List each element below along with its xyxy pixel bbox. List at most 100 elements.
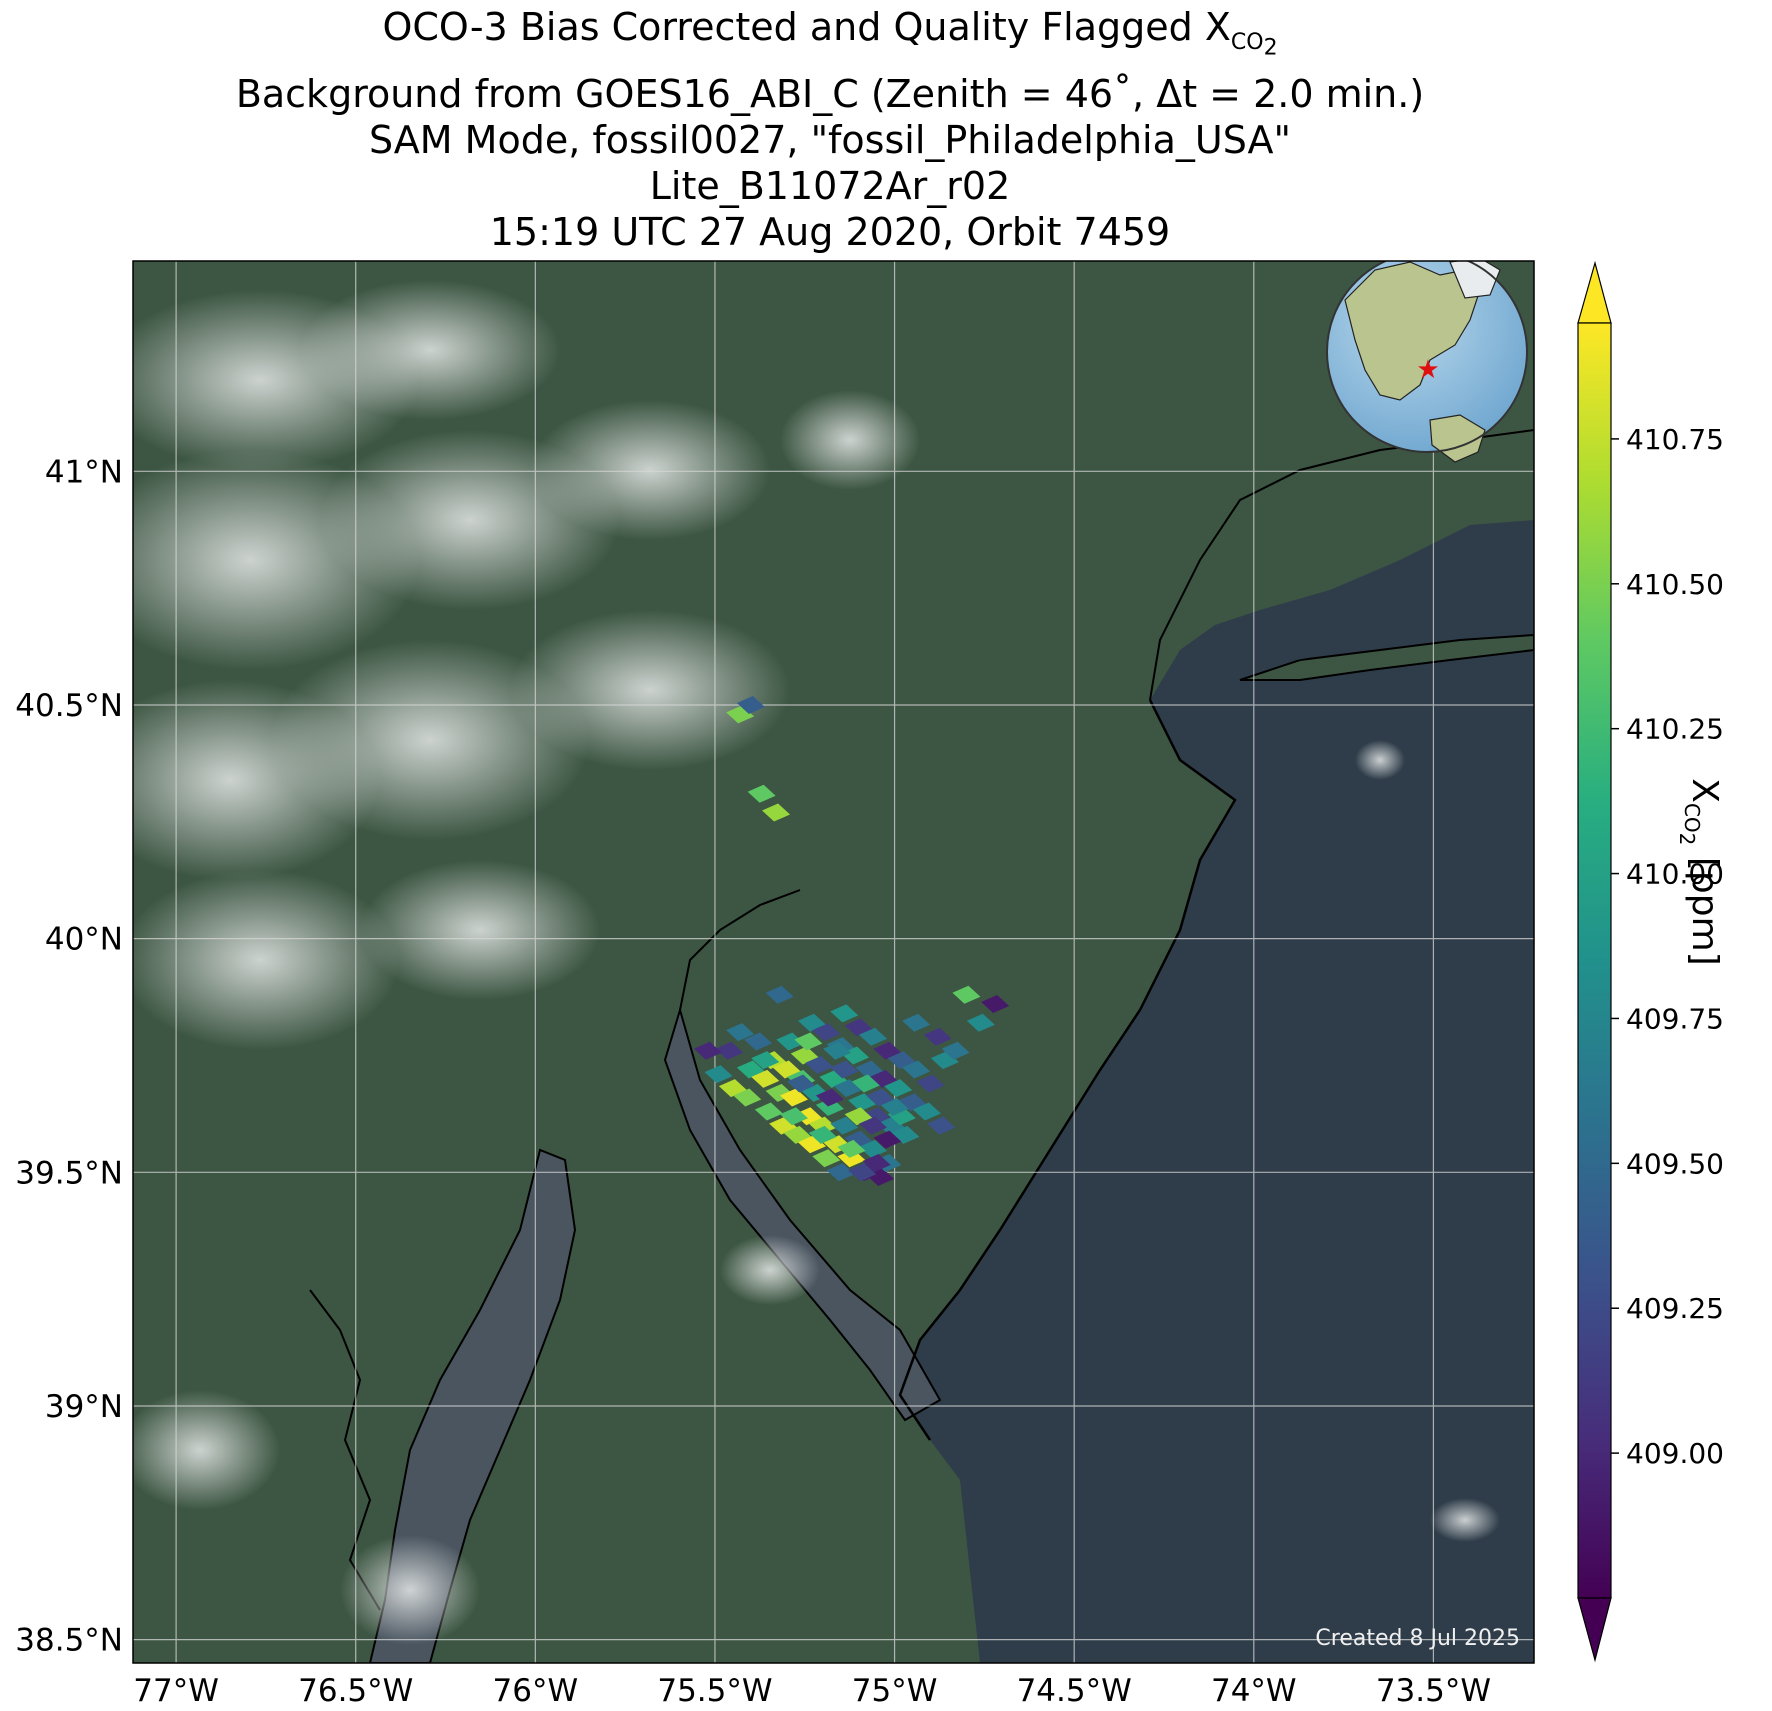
- title-line-5: 15:19 UTC 27 Aug 2020, Orbit 7459: [489, 209, 1171, 254]
- xco2-sounding: [859, 1116, 888, 1135]
- lon-tick-label: 74°W: [1211, 1673, 1297, 1709]
- colorbar-body: [1577, 322, 1612, 1599]
- xco2-sounding: [952, 985, 981, 1004]
- colorbar-tick-label: 410.00: [1626, 858, 1724, 891]
- colorbar-extend-min: [1577, 1597, 1612, 1663]
- xco2-sounding: [812, 1023, 841, 1042]
- xco2-sounding: [848, 1163, 877, 1182]
- xco2-sounding: [851, 1074, 880, 1093]
- xco2-sounding: [726, 705, 755, 724]
- lat-tick-label: 40.5°N: [15, 688, 123, 724]
- title-line-2: Background from GOES16_ABI_C (Zenith = 4…: [235, 71, 1425, 116]
- xco2-sounding: [848, 1093, 877, 1112]
- xco2-sounding: [744, 1032, 773, 1051]
- xco2-sounding: [726, 1023, 755, 1042]
- xco2-sounding: [815, 1097, 844, 1116]
- xco2-sounding: [859, 1139, 888, 1158]
- lon-tick-label: 76.5°W: [298, 1673, 413, 1709]
- xco2-sounding: [733, 1088, 762, 1107]
- xco2-sounding: [833, 1079, 862, 1098]
- xco2-sounding: [715, 1041, 744, 1060]
- xco2-sounding: [859, 1027, 888, 1046]
- xco2-sounding: [815, 1088, 844, 1107]
- colorbar-tick-label: 409.75: [1626, 1002, 1724, 1035]
- lon-tick-label: 73.5°W: [1376, 1673, 1491, 1709]
- xco2-sounding: [736, 695, 765, 714]
- title-line-1: OCO-3 Bias Corrected and Quality Flagged…: [382, 5, 1278, 60]
- lat-tick-label: 40°N: [45, 922, 123, 958]
- xco2-sounding: [751, 1069, 780, 1088]
- cloud-layer: [133, 280, 1500, 1645]
- xco2-sounding: [762, 803, 791, 822]
- xco2-sounding: [927, 1116, 956, 1135]
- xco2-sounding: [776, 1032, 805, 1051]
- xco2-sounding: [797, 1135, 826, 1154]
- title-line-3: SAM Mode, fossil0027, "fossil_Philadelph…: [368, 117, 1292, 162]
- xco2-sounding: [902, 1013, 931, 1032]
- xco2-sounding: [891, 1125, 920, 1144]
- xco2-sounding: [873, 1130, 902, 1149]
- colorbar-label: XCO2 [ppm]: [1674, 778, 1726, 966]
- chesapeake-shore: [309, 1289, 381, 1611]
- xco2-sounding: [862, 1153, 891, 1172]
- lat-tick-label: 38.5°N: [15, 1623, 123, 1659]
- colorbar-tick-label: 409.25: [1626, 1292, 1724, 1325]
- xco2-sounding: [826, 1163, 855, 1182]
- xco2-sounding: [930, 1051, 959, 1070]
- lon-tick-label: 75°W: [852, 1673, 938, 1709]
- atlantic-ocean: [900, 520, 1534, 1663]
- xco2-sounding: [747, 784, 776, 803]
- colorbar-tick-label: 409.50: [1626, 1147, 1724, 1180]
- xco2-sounding: [779, 1088, 808, 1107]
- xco2-sounding: [902, 1060, 931, 1079]
- long-island-sound: [1260, 585, 1534, 665]
- lat-tick-labels: 41°N 40.5°N 40°N 39.5°N 39°N 38.5°N: [15, 454, 123, 1658]
- lon-tick-label: 75.5°W: [657, 1673, 772, 1709]
- xco2-sounding: [884, 1079, 913, 1098]
- colorbar-extend-max: [1577, 260, 1612, 324]
- xco2-sounding: [981, 995, 1010, 1014]
- xco2-sounding: [916, 1074, 945, 1093]
- xco2-sounding: [805, 1055, 834, 1074]
- colorbar-tick-label: 410.50: [1626, 568, 1724, 601]
- xco2-sounding: [923, 1027, 952, 1046]
- xco2-sounding: [812, 1149, 841, 1168]
- xco2-sounding: [693, 1041, 722, 1060]
- lat-tick-label: 39.5°N: [15, 1155, 123, 1191]
- xco2-sounding: [966, 1013, 995, 1032]
- nj-coastline: [898, 699, 1237, 1441]
- colorbar-tick-label: 409.00: [1626, 1437, 1724, 1470]
- colorbar-tick-label: 410.25: [1626, 713, 1724, 746]
- xco2-sounding: [837, 1139, 866, 1158]
- lon-tick-label: 77°W: [133, 1673, 219, 1709]
- lat-tick-label: 41°N: [45, 454, 123, 490]
- gridlines: [133, 261, 1534, 1663]
- xco2-sounding: [941, 1041, 970, 1060]
- xco2-sounding: [830, 1060, 859, 1079]
- colorbar-ticks: 410.75 410.50 410.25 410.00 409.75 409.50 409.…: [1611, 423, 1724, 1470]
- globe-inset: ★: [1326, 261, 1528, 463]
- xco2-soundings: [693, 695, 1010, 1186]
- xco2-sounding: [704, 1065, 733, 1084]
- xco2-sounding: [830, 1116, 859, 1135]
- xco2-sounding: [823, 1041, 852, 1060]
- map-title: OCO-3 Bias Corrected and Quality Flagged…: [0, 4, 1660, 255]
- xco2-sounding: [751, 1051, 780, 1070]
- xco2-sounding: [830, 1004, 859, 1023]
- xco2-sounding: [754, 1102, 783, 1121]
- xco2-sounding: [837, 1149, 866, 1168]
- map-frame: [132, 260, 1535, 1664]
- lon-tick-labels: 77°W 76.5°W 76°W 75.5°W 75°W 74.5°W 74°W 73.5°W: [133, 1673, 1491, 1709]
- credit-text: Created 8 Jul 2025: [1315, 1626, 1520, 1651]
- delaware-bay: [663, 1006, 942, 1422]
- greenland: [1449, 261, 1501, 299]
- colorbar: 410.75 410.50 410.25 410.00 409.75 409.50 409.…: [1577, 260, 1724, 1663]
- xco2-sounding: [765, 985, 794, 1004]
- xco2-sounding: [808, 1125, 837, 1144]
- xco2-sounding: [912, 1102, 941, 1121]
- xco2-sounding: [787, 1074, 816, 1093]
- lon-tick-label: 74.5°W: [1017, 1673, 1132, 1709]
- xco2-sounding: [866, 1088, 895, 1107]
- lat-tick-label: 39°N: [45, 1389, 123, 1425]
